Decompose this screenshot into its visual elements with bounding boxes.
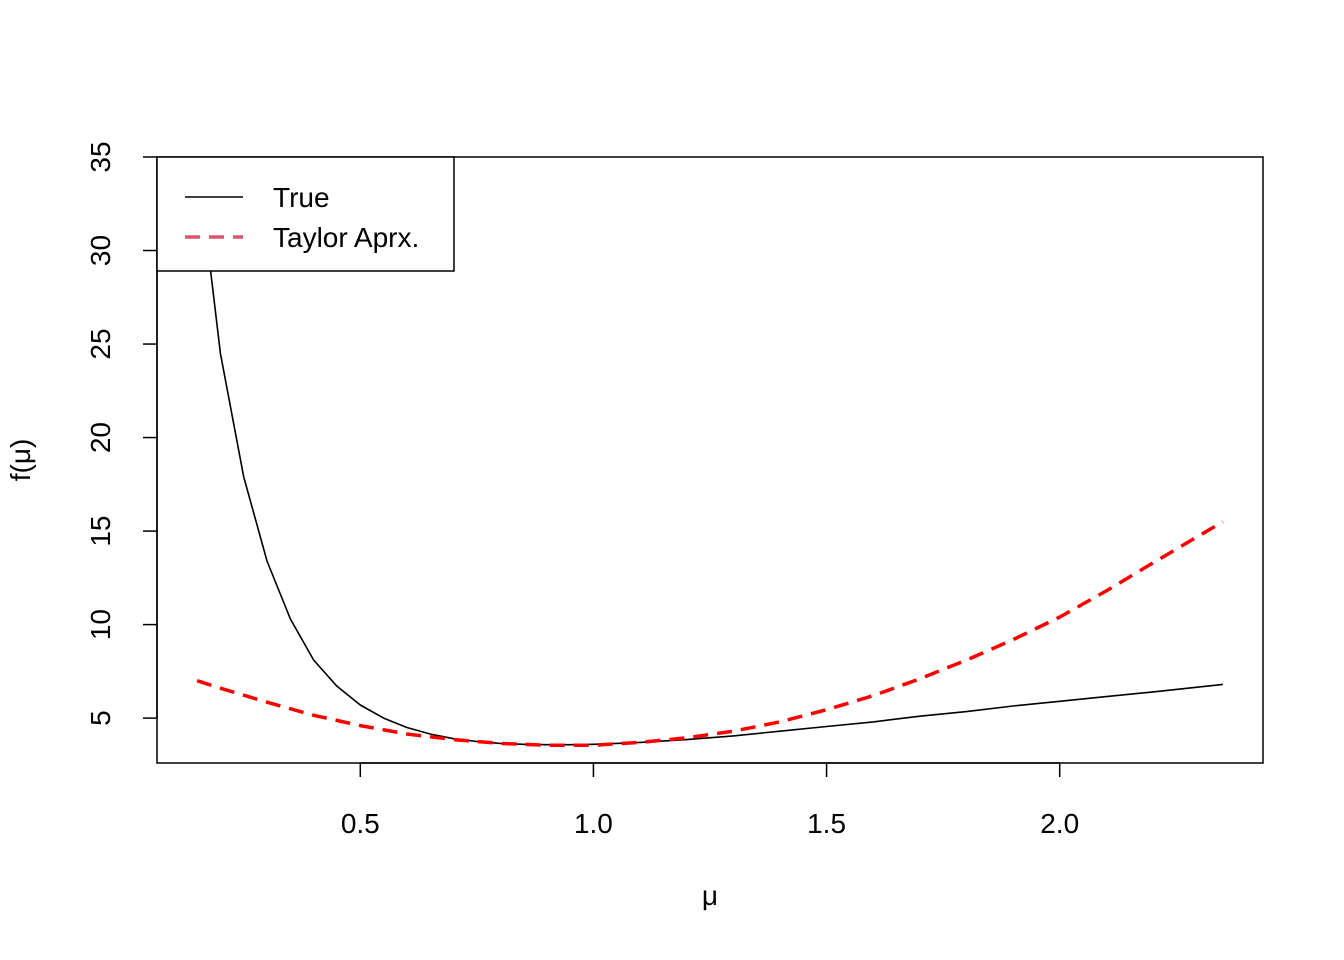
y-axis: 5 10 15 20 25 30 35 — [85, 141, 158, 726]
y-tick-label: 15 — [85, 516, 116, 547]
x-tick-label: 1.5 — [807, 808, 846, 839]
series-layer — [196, 157, 1224, 747]
legend-label-taylor-aprx: Taylor Aprx. — [273, 222, 419, 253]
x-tick-label: 2.0 — [1040, 808, 1079, 839]
y-tick-label: 35 — [85, 141, 116, 172]
legend: True Taylor Aprx. — [156, 156, 455, 272]
y-tick-label: 10 — [85, 609, 116, 640]
x-tick-label: 1.0 — [574, 808, 613, 839]
y-tick-label: 20 — [85, 422, 116, 453]
legend-label-true: True — [273, 182, 330, 213]
legend-box — [156, 156, 455, 272]
y-tick-label: 25 — [85, 328, 116, 359]
series-line-taylor-aprx — [196, 520, 1224, 747]
y-axis-title: f(μ) — [5, 439, 36, 482]
x-axis-title: μ — [702, 880, 718, 911]
x-axis: 0.5 1.0 1.5 2.0 — [341, 762, 1079, 839]
y-tick-label: 5 — [85, 710, 116, 726]
y-tick-label: 30 — [85, 235, 116, 266]
x-tick-label: 0.5 — [341, 808, 380, 839]
